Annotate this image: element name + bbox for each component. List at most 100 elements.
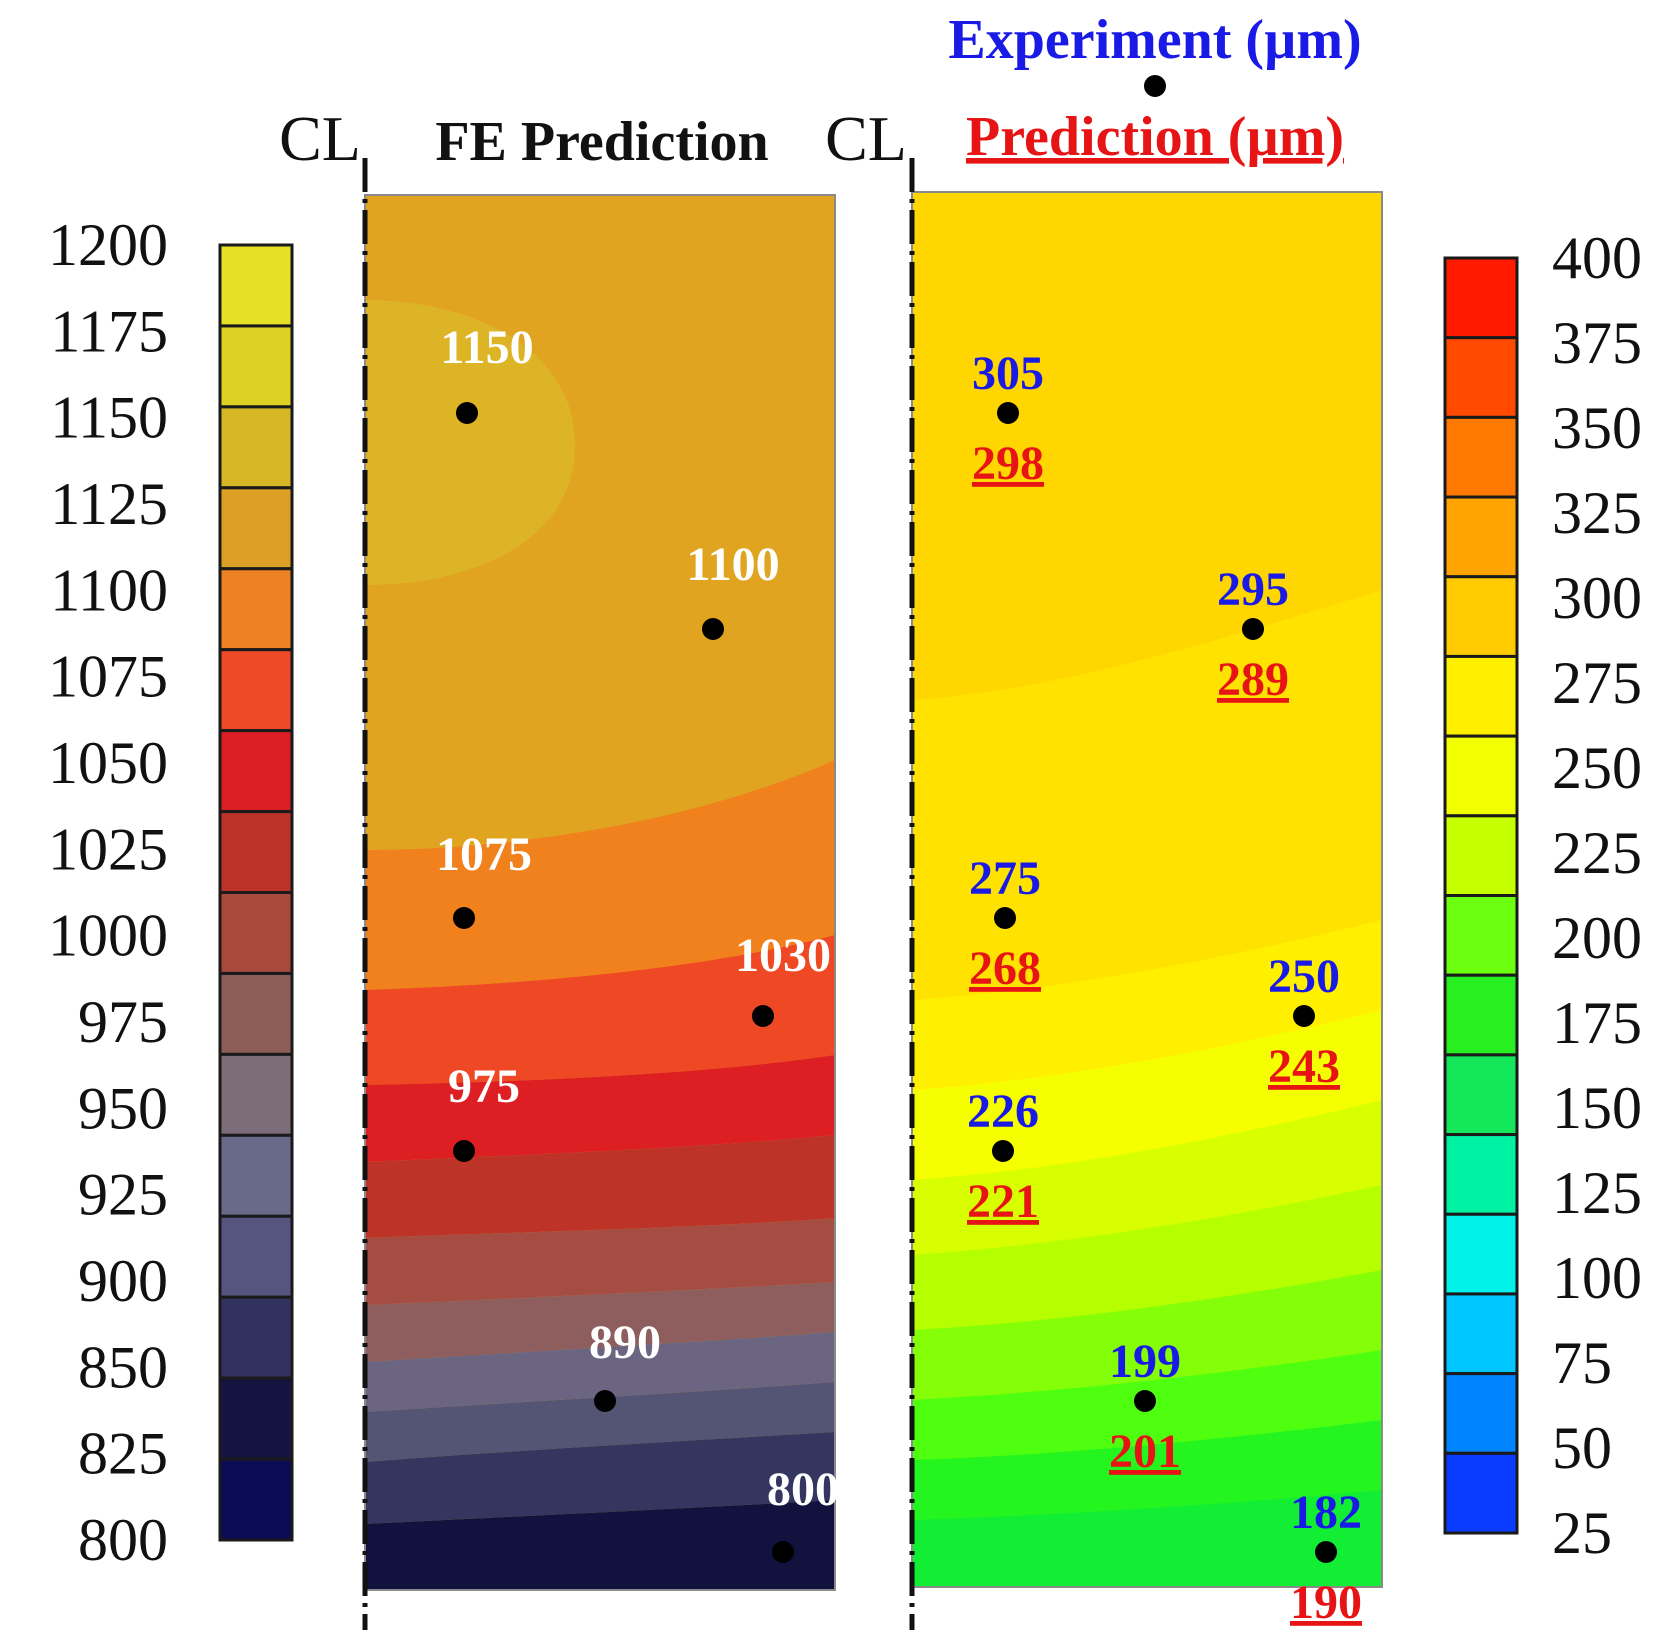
colorbar-tick-label: 1175	[50, 298, 168, 364]
colorbar-swatch	[1443, 734, 1519, 818]
colorbar-tick-label: 1125	[50, 471, 168, 537]
prediction-value-label: 243	[1268, 1040, 1340, 1093]
fe-band-10	[365, 1432, 835, 1524]
colorbar-tick-label: 1075	[48, 644, 168, 710]
colorbar-tick-label: 975	[78, 989, 168, 1055]
fe-point-label: 800	[767, 1463, 839, 1516]
fe-title: FE Prediction	[435, 111, 768, 173]
fe-point-marker	[453, 1140, 475, 1162]
grain-point-marker	[992, 1140, 1014, 1162]
grain-point-marker	[1242, 618, 1264, 640]
colorbar-swatch	[218, 243, 294, 328]
prediction-value-label: 268	[969, 942, 1041, 995]
colorbar-tick-label: 275	[1552, 650, 1642, 716]
colorbar-tick-label: 25	[1552, 1500, 1612, 1566]
colorbar-tick-label: 825	[78, 1421, 168, 1487]
fe-point-marker	[752, 1005, 774, 1027]
colorbar-tick-label: 75	[1552, 1330, 1612, 1396]
grain-point-marker	[1134, 1390, 1156, 1412]
grain-point-marker	[994, 907, 1016, 929]
colorbar-swatch	[218, 324, 294, 409]
fe-point-label: 1100	[686, 538, 779, 591]
legend-prediction: Prediction (µm)	[966, 106, 1344, 168]
fe-point-marker	[456, 402, 478, 424]
colorbar-tick-label: 1100	[50, 557, 168, 623]
grain-band-11	[912, 1540, 1382, 1587]
colorbar-swatch	[218, 1052, 294, 1137]
colorbar-swatch	[1443, 1133, 1519, 1216]
colorbar-swatch	[1443, 1053, 1519, 1137]
colorbar-swatch	[1443, 575, 1519, 658]
fe-point-marker	[772, 1541, 794, 1563]
colorbar-tick-label: 50	[1552, 1415, 1612, 1481]
colorbar-swatch	[218, 891, 294, 975]
fe-point-label: 1075	[436, 828, 532, 881]
experiment-value-label: 295	[1217, 563, 1289, 616]
colorbar-tick-label: 375	[1552, 310, 1642, 376]
colorbar-tick-label: 100	[1552, 1245, 1642, 1311]
experiment-value-label: 305	[972, 347, 1044, 400]
fe-centerline-label: CL	[279, 103, 361, 174]
colorbar-tick-label: 225	[1552, 820, 1642, 886]
colorbar-swatch	[218, 405, 294, 490]
colorbar-swatch	[218, 1295, 294, 1380]
prediction-value-label: 201	[1109, 1425, 1181, 1478]
grain-points: 305 298 295 289 275 268 250 243 226 221 199 201 182 1…	[967, 347, 1362, 1629]
grain-size-panel: CL Experiment (µm) Prediction (µm) 305 29…	[825, 9, 1383, 1630]
fe-point-label: 1030	[735, 929, 831, 982]
legend-point-marker	[1144, 75, 1166, 97]
colorbar-swatch	[218, 971, 294, 1056]
colorbar-swatch	[1443, 1212, 1519, 1296]
left-colorbar-ticks: 1200 1175 1150 1125 1100 1075 1050 1025 1000 975 9…	[48, 212, 168, 1573]
experiment-value-label: 250	[1268, 950, 1340, 1003]
colorbar-tick-label: 950	[78, 1075, 168, 1141]
colorbar-tick-label: 300	[1552, 565, 1642, 631]
colorbar-swatch	[1443, 973, 1519, 1057]
fe-point-label: 890	[589, 1316, 661, 1369]
fe-prediction-panel: CL FE Prediction 1150 1100 1075 1030 975 890 8…	[279, 103, 839, 1630]
colorbar-swatch	[1443, 336, 1519, 419]
prediction-value-label: 221	[967, 1175, 1039, 1228]
colorbar-swatch	[1443, 1451, 1519, 1535]
fe-band-3	[365, 935, 835, 1085]
colorbar-swatch	[1443, 256, 1519, 340]
colorbar-swatch	[218, 729, 294, 814]
colorbar-tick-label: 1200	[48, 212, 168, 278]
fe-point-marker	[702, 618, 724, 640]
colorbar-tick-label: 125	[1552, 1160, 1642, 1226]
experiment-value-label: 275	[969, 852, 1041, 905]
colorbar-swatch	[1443, 415, 1519, 499]
grain-contour-bands	[912, 192, 1382, 1587]
fe-point-label: 975	[448, 1060, 520, 1113]
colorbar-swatch	[218, 567, 294, 652]
fe-points: 1150 1100 1075 1030 975 890 800	[436, 321, 839, 1563]
colorbar-tick-label: 925	[78, 1162, 168, 1228]
colorbar-tick-label: 1150	[50, 385, 168, 451]
fe-band-2	[365, 760, 835, 990]
fe-point-label: 1150	[440, 321, 533, 374]
colorbar-swatch	[1443, 1372, 1519, 1455]
colorbar-swatch	[218, 1457, 294, 1542]
colorbar-swatch	[218, 810, 294, 894]
colorbar-tick-label: 200	[1552, 905, 1642, 971]
colorbar-tick-label: 1050	[48, 730, 168, 796]
fe-band-8	[365, 1332, 835, 1412]
fe-band-6	[365, 1218, 835, 1305]
colorbar-tick-label: 325	[1552, 480, 1642, 546]
colorbar-swatch	[218, 1133, 294, 1218]
fe-point-marker	[594, 1390, 616, 1412]
grain-point-marker	[997, 402, 1019, 424]
fe-band-4	[365, 1055, 835, 1162]
fe-band-5	[365, 1135, 835, 1238]
colorbar-tick-label: 250	[1552, 735, 1642, 801]
legend-experiment: Experiment (µm)	[948, 9, 1361, 71]
left-colorbar	[218, 243, 294, 1542]
colorbar-tick-label: 850	[78, 1334, 168, 1400]
colorbar-swatch	[218, 486, 294, 571]
colorbar-tick-label: 800	[78, 1507, 168, 1573]
fe-band-7	[365, 1282, 835, 1362]
colorbar-tick-label: 1000	[48, 903, 168, 969]
colorbar-swatch	[218, 648, 294, 733]
grain-point-marker	[1293, 1005, 1315, 1027]
